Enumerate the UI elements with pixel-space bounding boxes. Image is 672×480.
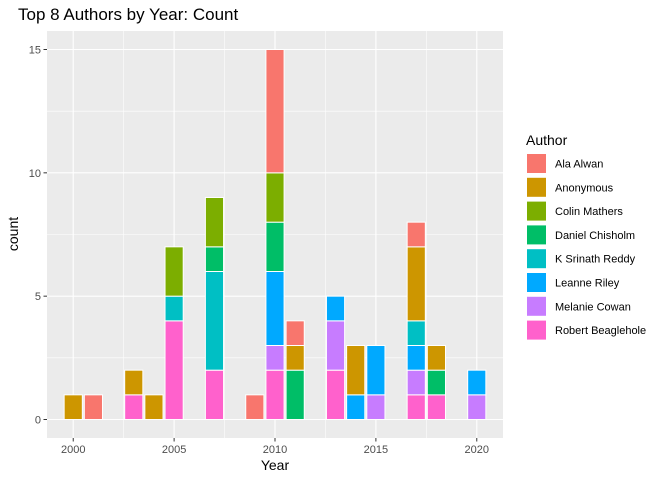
y-tick-label: 5 xyxy=(35,291,41,303)
bar-segment xyxy=(245,394,265,421)
legend-label: K Srinath Reddy xyxy=(555,254,636,266)
y-tick-label: 10 xyxy=(29,168,41,180)
legend-key xyxy=(527,273,546,292)
bar-segment xyxy=(164,246,184,297)
bar-segment xyxy=(426,394,446,421)
bar-segment xyxy=(124,369,144,396)
chart-title: Top 8 Authors by Year: Count xyxy=(18,5,238,24)
bar-segment xyxy=(265,369,285,420)
bar-segment xyxy=(265,221,285,273)
x-axis-title: Year xyxy=(261,457,290,473)
bar-segment xyxy=(406,369,426,396)
bar-segment xyxy=(467,369,487,396)
legend-label: Melanie Cowan xyxy=(555,301,631,313)
bar-segment xyxy=(426,369,446,396)
bar-segment xyxy=(164,320,184,421)
bar-segment xyxy=(265,271,285,346)
x-axis-ticks: 2000 2005 2010 2015 2020 xyxy=(61,438,489,456)
bar-segment xyxy=(164,295,184,322)
legend-key xyxy=(527,225,546,245)
legend-label: Colin Mathers xyxy=(555,206,623,218)
legend-key xyxy=(527,249,546,269)
bar-segment xyxy=(285,320,305,347)
bar-segment xyxy=(285,369,305,420)
y-axis-ticks: 0 5 10 15 xyxy=(29,45,47,427)
legend-label: Daniel Chisholm xyxy=(555,230,635,242)
bar-segment xyxy=(406,345,426,371)
x-tick-label: 2000 xyxy=(61,444,85,456)
bar-segment xyxy=(204,271,225,371)
legend-label: Leanne Riley xyxy=(555,278,620,290)
x-tick-label: 2015 xyxy=(364,444,388,456)
bar-segment xyxy=(265,345,285,371)
legend-key xyxy=(527,296,546,316)
bar-segment xyxy=(124,394,144,421)
legend-title: Author xyxy=(526,132,568,148)
bar-segment xyxy=(346,345,366,396)
bar-segment xyxy=(406,246,426,322)
bar-segment xyxy=(204,369,225,420)
legend-label: Robert Beaglehole xyxy=(555,325,646,337)
bar-segment xyxy=(406,394,426,421)
y-axis-title: count xyxy=(5,217,21,251)
legend-key xyxy=(527,320,546,340)
y-tick-label: 15 xyxy=(29,45,41,57)
y-tick-label: 0 xyxy=(35,415,41,427)
bar-segment xyxy=(204,197,225,248)
bar-segment xyxy=(366,394,386,421)
legend-key xyxy=(527,201,546,221)
legend-key xyxy=(527,154,546,173)
bar-segment xyxy=(265,172,285,223)
legend: Author Ala Alwan Anonymous Colin Mathers Da… xyxy=(526,132,646,340)
legend-label: Anonymous xyxy=(555,182,614,194)
legend-key xyxy=(527,177,546,197)
bar-segment xyxy=(325,369,346,420)
bar-segment xyxy=(83,394,103,421)
bar-segment xyxy=(285,345,305,371)
legend-label: Ala Alwan xyxy=(555,159,603,171)
bar-segment xyxy=(204,246,225,272)
x-tick-label: 2010 xyxy=(263,444,287,456)
bar-segment xyxy=(346,394,366,421)
bar-segment xyxy=(325,320,346,371)
x-tick-label: 2020 xyxy=(465,444,489,456)
bars xyxy=(63,49,487,421)
bar-segment xyxy=(406,320,426,347)
bar-segment xyxy=(366,345,386,396)
bar-segment xyxy=(63,394,83,421)
bar-segment xyxy=(406,221,426,248)
bar-segment xyxy=(265,49,285,174)
bar-segment xyxy=(467,394,487,421)
bar-segment xyxy=(144,394,164,421)
x-tick-label: 2005 xyxy=(162,444,186,456)
bar-segment xyxy=(426,345,446,371)
bar-segment xyxy=(325,295,346,322)
